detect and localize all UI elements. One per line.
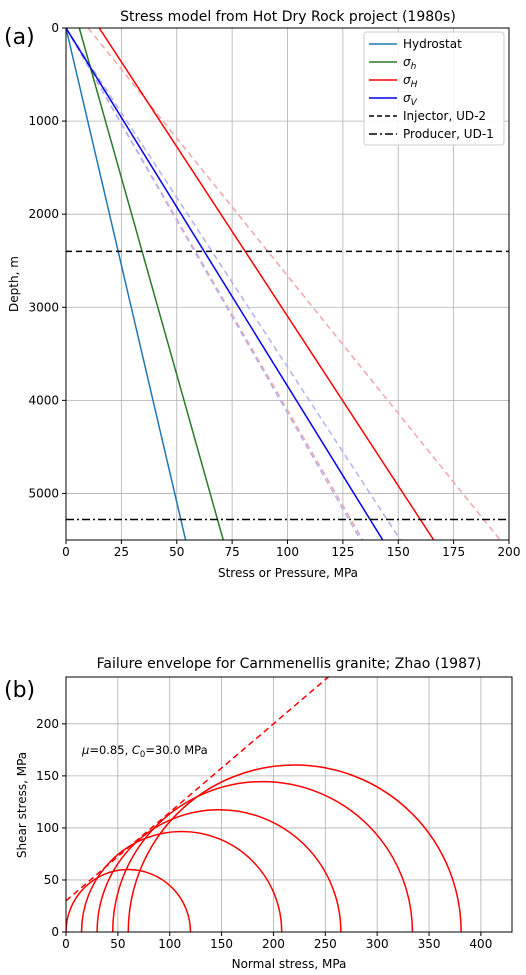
legend-label-sigma-V: σV — [403, 91, 418, 108]
y-tick-label: 1000 — [28, 114, 59, 128]
mohr-circle-2 — [80, 830, 283, 932]
x-tick-label: 250 — [314, 937, 337, 951]
stress-depth-chart: (a) Stress model from Hot Dry Rock proje… — [4, 9, 520, 580]
y-tick-label: 0 — [51, 925, 59, 939]
y-tick-label: 150 — [36, 769, 59, 783]
mohr-circle-5 — [127, 764, 462, 932]
series-line-hydrostat — [65, 27, 187, 541]
x-tick-label: 100 — [158, 937, 181, 951]
y-tick-label: 50 — [44, 873, 59, 887]
chart-a-grid — [65, 27, 510, 540]
series-line-sigma-h — [98, 27, 435, 541]
x-tick-label: 75 — [224, 545, 239, 559]
legend-box — [363, 31, 505, 146]
x-tick-label: 175 — [442, 545, 465, 559]
chart-a-ylabel: Depth, m — [7, 256, 21, 312]
chart-a-series — [65, 27, 509, 541]
x-tick-label: 0 — [62, 545, 70, 559]
x-tick-label: 350 — [418, 937, 441, 951]
x-tick-label: 200 — [262, 937, 285, 951]
x-tick-label: 25 — [114, 545, 129, 559]
chart-b-marks — [66, 677, 462, 932]
chart-a-title: Stress model from Hot Dry Rock project (… — [120, 9, 456, 25]
x-tick-label: 100 — [276, 545, 299, 559]
failure-envelope-line — [66, 677, 330, 902]
x-tick-label: 300 — [366, 937, 389, 951]
x-tick-label: 125 — [331, 545, 354, 559]
y-tick-label: 4000 — [28, 393, 59, 407]
chart-b-ticks: 0 50 100 150 200 250 300 350 400 0 50 100 150 200 — [36, 717, 492, 951]
legend-label-sigma-h: σh — [403, 55, 417, 72]
chart-b-ylabel: Shear stress, MPa — [15, 752, 29, 858]
panel-b-tag: (b) — [4, 678, 35, 703]
series-line-sigma-v-lower — [65, 27, 362, 541]
x-tick-label: 400 — [469, 937, 492, 951]
chart-a-legend: Hydrostat σh σH σV Injector, UD-2 Produc… — [363, 31, 505, 146]
chart-b-annotation: μ=0.85, C0=30.0 MPa — [81, 743, 208, 760]
series-line-sigma-v-upper — [65, 27, 402, 541]
series-line-sigma-h — [78, 27, 224, 541]
chart-a-ticks: 0 25 50 75 100 125 150 175 200010002000300040005… — [28, 21, 520, 559]
y-tick-label: 200 — [36, 717, 59, 731]
y-tick-label: 100 — [36, 821, 59, 835]
x-tick-label: 150 — [210, 937, 233, 951]
mohr-circle-3 — [96, 809, 342, 932]
y-tick-label: 3000 — [28, 300, 59, 314]
mohr-circle-1 — [66, 868, 192, 932]
legend-label-injector: Injector, UD-2 — [403, 109, 486, 123]
y-tick-label: 0 — [51, 21, 59, 35]
chart-b-frame — [65, 676, 513, 933]
series-line-sigma-v — [65, 27, 384, 541]
chart-a-xlabel: Stress or Pressure, MPa — [218, 566, 358, 580]
legend-label-sigma-H: σH — [403, 73, 418, 90]
y-tick-label: 5000 — [28, 486, 59, 500]
mohr-circle-4 — [111, 780, 414, 932]
legend-label-producer: Producer, UD-1 — [403, 127, 494, 141]
panel-a-tag: (a) — [4, 25, 35, 50]
mohr-circle-chart: (b) Failure envelope for Carnmenellis gr… — [4, 656, 513, 971]
x-tick-label: 50 — [110, 937, 125, 951]
chart-b-xlabel: Normal stress, MPa — [232, 957, 347, 971]
x-tick-label: 150 — [387, 545, 410, 559]
chart-b-title: Failure envelope for Carnmenellis granit… — [97, 656, 482, 672]
x-tick-label: 50 — [169, 545, 184, 559]
chart-b-grid — [65, 677, 512, 933]
y-tick-label: 2000 — [28, 207, 59, 221]
x-tick-label: 200 — [498, 545, 521, 559]
series-line-sigma-h-upper — [65, 27, 364, 541]
legend-label-hydrostat: Hydrostat — [403, 37, 462, 51]
x-tick-label: 0 — [62, 937, 70, 951]
